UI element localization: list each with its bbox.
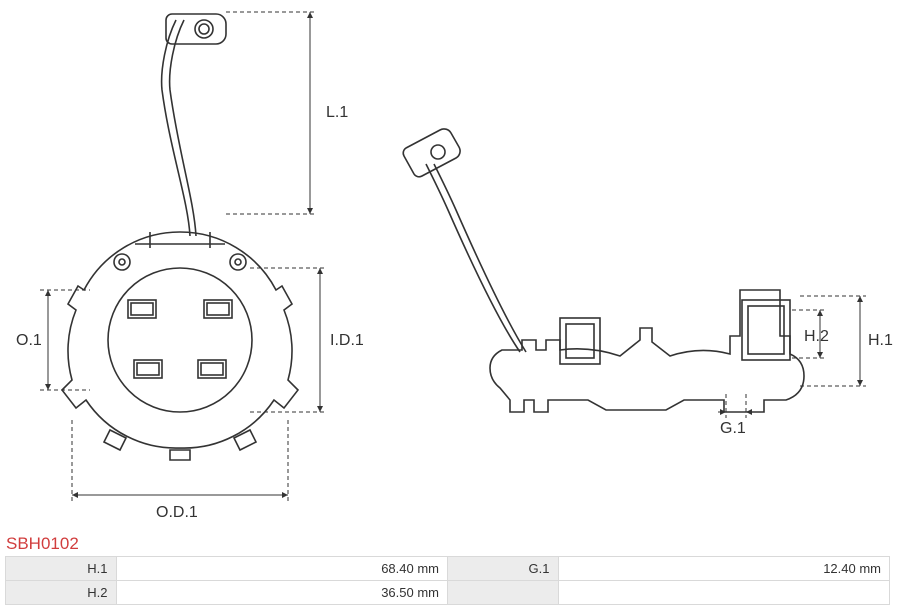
diagram-area: L.1 I.D.1 O.1 O.D.1 H.1 H.2 G.1	[0, 0, 897, 530]
dim-label-g1: G.1	[720, 420, 746, 438]
table-row: H.2 36.50 mm	[6, 581, 890, 605]
spec-value	[558, 581, 890, 605]
spec-name: H.2	[6, 581, 117, 605]
spec-name	[448, 581, 559, 605]
spec-value: 36.50 mm	[116, 581, 448, 605]
front-view	[0, 0, 897, 530]
dim-label-h1: H.1	[868, 332, 893, 350]
dim-label-h2: H.2	[804, 328, 829, 346]
spec-value: 12.40 mm	[558, 557, 890, 581]
part-number: SBH0102	[6, 534, 79, 554]
spec-table: H.1 68.40 mm G.1 12.40 mm H.2 36.50 mm	[5, 556, 890, 605]
table-row: H.1 68.40 mm G.1 12.40 mm	[6, 557, 890, 581]
dim-label-id1: I.D.1	[330, 332, 364, 350]
dim-label-l1: L.1	[326, 104, 348, 122]
dim-label-od1: O.D.1	[156, 504, 198, 522]
spec-value: 68.40 mm	[116, 557, 448, 581]
dim-label-o1: O.1	[16, 332, 42, 350]
spec-name: G.1	[448, 557, 559, 581]
spec-name: H.1	[6, 557, 117, 581]
